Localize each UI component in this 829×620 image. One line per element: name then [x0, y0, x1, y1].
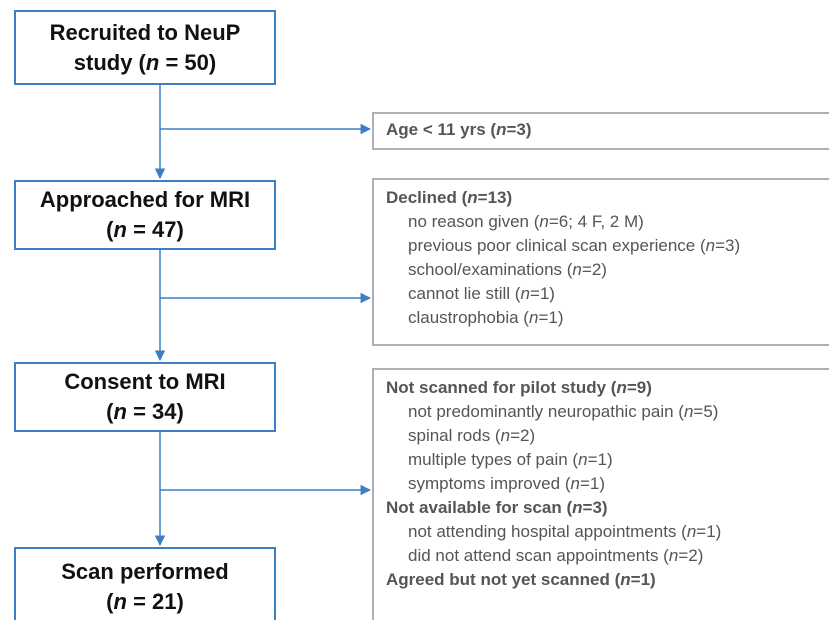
exclusion-box: Not scanned for pilot study (n=9) not pre…	[372, 368, 829, 620]
exclusion-item: school/examinations (n=2)	[408, 260, 607, 279]
step-label: Approached for MRI	[39, 187, 251, 212]
step-box: Consent to MRI (n = 34)	[14, 362, 276, 432]
exclusion-heading: Not available for scan (n=3)	[386, 498, 608, 517]
exclusion-heading: Agreed but not yet scanned (n=1)	[386, 570, 656, 589]
exclusion-heading: Declined (n=13)	[386, 188, 513, 207]
step-box: Scan performed (n = 21)	[14, 547, 276, 620]
exclusion-item: multiple types of pain (n=1)	[408, 450, 613, 469]
exclusion-item: not attending hospital appointments (n=1…	[408, 522, 722, 541]
step-label: Consent to MRI	[64, 369, 226, 394]
step-label: (n = 34)	[106, 399, 184, 424]
exclusion-box: Declined (n=13) no reason given (n=6; 4 F…	[372, 178, 829, 346]
step-label: (n = 47)	[106, 217, 184, 242]
exclusion-heading: Age < 11 yrs (n=3)	[386, 120, 532, 139]
step-label: Recruited to NeuP	[49, 19, 241, 45]
exclusion-item: did not attend scan appointments (n=2)	[408, 546, 704, 565]
step-box: Recruited to NeuP study (n = 50)	[14, 10, 276, 85]
exclusion-box: Age < 11 yrs (n=3)	[372, 112, 829, 150]
step-label: study (n = 50)	[73, 49, 217, 75]
exclusion-heading: Not scanned for pilot study (n=9)	[386, 378, 652, 397]
exclusion-item: not predominantly neuropathic pain (n=5)	[408, 402, 719, 421]
exclusion-item: spinal rods (n=2)	[408, 426, 536, 445]
exclusion-item: cannot lie still (n=1)	[408, 284, 555, 303]
exclusion-item: claustrophobia (n=1)	[408, 308, 564, 327]
exclusion-item: previous poor clinical scan experience (…	[408, 236, 741, 255]
exclusion-item: no reason given (n=6; 4 F, 2 M)	[408, 212, 644, 231]
exclusion-item: symptoms improved (n=1)	[408, 474, 605, 493]
step-label: (n = 21)	[106, 589, 184, 614]
step-box: Approached for MRI (n = 47)	[14, 180, 276, 250]
step-label: Scan performed	[61, 559, 229, 584]
